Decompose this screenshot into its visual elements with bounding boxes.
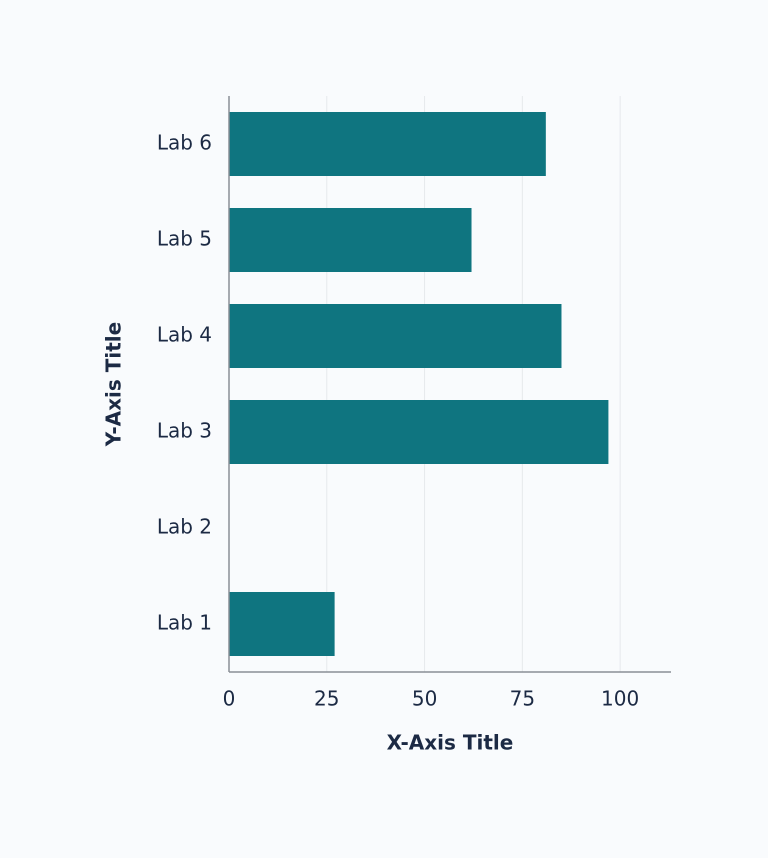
x-tick-label: 100 bbox=[601, 687, 639, 711]
bar bbox=[229, 592, 335, 656]
bar bbox=[229, 304, 562, 368]
x-tick-label: 0 bbox=[223, 687, 236, 711]
x-axis-title: X-Axis Title bbox=[387, 731, 514, 755]
y-tick-label: Lab 4 bbox=[157, 323, 212, 347]
x-tick-label: 50 bbox=[412, 687, 437, 711]
bar bbox=[229, 112, 546, 176]
y-tick-label: Lab 1 bbox=[157, 611, 212, 635]
bar bbox=[229, 208, 472, 272]
x-tick-label: 75 bbox=[510, 687, 535, 711]
y-tick-label: Lab 5 bbox=[157, 227, 212, 251]
y-tick-label: Lab 6 bbox=[157, 131, 212, 155]
y-axis-title: Y-Axis Title bbox=[102, 322, 126, 447]
bar bbox=[229, 400, 609, 464]
y-tick-label: Lab 3 bbox=[157, 419, 212, 443]
x-tick-label: 25 bbox=[314, 687, 339, 711]
y-tick-label: Lab 2 bbox=[157, 515, 212, 539]
